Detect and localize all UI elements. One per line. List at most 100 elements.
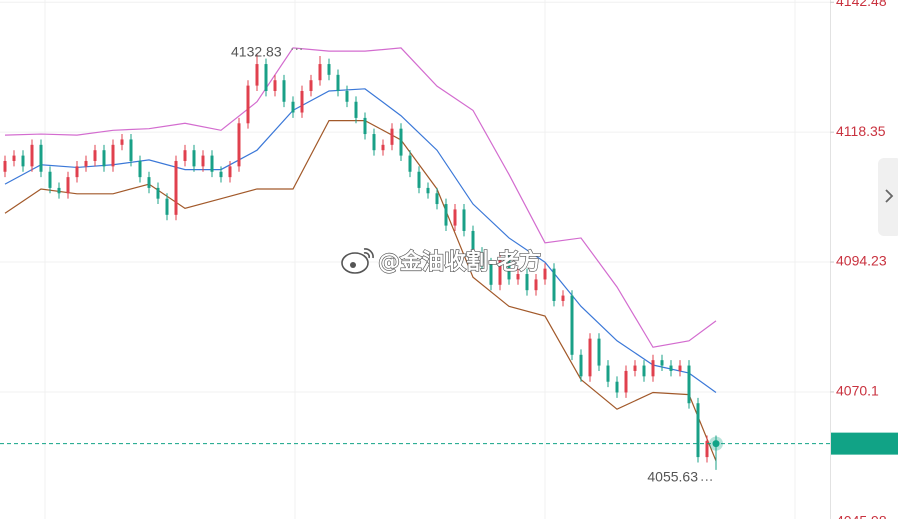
- candle-body: [129, 139, 133, 161]
- candle-body: [705, 440, 709, 458]
- candle-body: [48, 171, 52, 188]
- candle-body: [399, 128, 403, 156]
- candle-body: [678, 365, 682, 371]
- candle-body: [75, 166, 79, 178]
- candle-body: [66, 177, 70, 194]
- candle-body: [669, 365, 673, 371]
- low-label: 4055.63: [647, 469, 698, 485]
- candle-body: [390, 128, 394, 145]
- high-label: 4132.83: [231, 44, 282, 60]
- candle-body: [30, 144, 34, 167]
- candle-body: [309, 80, 313, 91]
- candle-body: [687, 365, 691, 404]
- candle-body: [228, 166, 232, 178]
- collapse-arrow[interactable]: [885, 189, 894, 203]
- candle-body: [543, 268, 547, 280]
- y-tick-label: 4118.35: [836, 123, 886, 139]
- candle-body: [201, 155, 205, 167]
- candle-body: [21, 155, 25, 167]
- candle-body: [381, 144, 385, 151]
- candle-body: [498, 257, 502, 285]
- weibo-logo: [350, 262, 356, 268]
- candle-body: [579, 354, 583, 377]
- candle-body: [345, 90, 349, 102]
- candle-body: [606, 365, 610, 382]
- candle-body: [282, 80, 286, 102]
- high-dots: ···: [290, 42, 303, 58]
- candle-body: [192, 150, 196, 167]
- collapse-tab-bg[interactable]: [878, 158, 898, 236]
- candle-body: [147, 177, 151, 188]
- candle-body: [93, 150, 97, 161]
- candle-body: [561, 295, 565, 301]
- candle-body: [327, 64, 331, 75]
- candle-body: [534, 279, 538, 291]
- candle-body: [408, 155, 412, 172]
- y-tick-label: 4142.48: [836, 0, 887, 9]
- candle-body: [183, 150, 187, 161]
- candle-body: [273, 80, 277, 91]
- collapse-tab[interactable]: [878, 158, 898, 236]
- candle-body: [372, 134, 376, 151]
- watermark: @金油收割-老方: [341, 248, 542, 276]
- candle-body: [102, 150, 106, 167]
- band-lower: [4, 119, 717, 462]
- candle-body: [696, 403, 700, 458]
- candle-body: [138, 160, 142, 178]
- candle-body: [597, 338, 601, 366]
- weibo-logo: [363, 248, 374, 259]
- last-price-dot: [712, 440, 720, 448]
- band-upper: [4, 47, 717, 348]
- candle-body: [237, 123, 241, 167]
- y-tick-label: 4070.1: [836, 383, 879, 399]
- candle-body: [174, 160, 178, 215]
- candle-body: [120, 139, 124, 145]
- low-dots: ···: [700, 473, 713, 489]
- candle-body: [435, 193, 439, 205]
- candle-body: [417, 171, 421, 188]
- candle-body: [516, 274, 520, 280]
- candle-body: [300, 90, 304, 113]
- candle-body: [588, 338, 592, 377]
- candle-body: [336, 74, 340, 91]
- candle-body: [471, 230, 475, 253]
- candle-body: [525, 274, 529, 291]
- candle-body: [318, 64, 322, 81]
- band-middle: [4, 88, 717, 393]
- candle-body: [246, 85, 250, 124]
- candle-body: [165, 198, 169, 215]
- candle-body: [12, 155, 16, 161]
- y-tick-label: 4045.98: [836, 513, 887, 519]
- candle-body: [219, 171, 223, 178]
- candle-body: [462, 209, 466, 231]
- candle-body: [426, 187, 430, 194]
- candle-body: [57, 187, 61, 194]
- candle-body: [489, 263, 493, 285]
- candle-body: [264, 64, 268, 91]
- candle-body: [363, 117, 367, 135]
- candle-body: [453, 209, 457, 226]
- candle-body: [552, 268, 556, 301]
- candle-body: [354, 101, 358, 118]
- candle-body: [633, 365, 637, 371]
- y-tick-label: 4094.23: [836, 253, 887, 269]
- candle-body: [624, 370, 628, 393]
- plot: 4132.83 ···4055.63 ···: [0, 1, 834, 489]
- candle-body: [444, 204, 448, 226]
- candle-body: [210, 155, 214, 172]
- candle-body: [660, 360, 664, 366]
- watermark-text: @金油收割-老方: [378, 249, 541, 275]
- candle-body: [3, 160, 7, 172]
- candle-body: [255, 64, 259, 86]
- candle-body: [615, 381, 619, 393]
- candle-body: [39, 144, 43, 172]
- candle-body: [111, 144, 115, 167]
- candle-body: [480, 252, 484, 264]
- candle-body: [156, 187, 160, 199]
- candle-body: [84, 160, 88, 167]
- candle-body: [642, 365, 646, 377]
- candle-body: [507, 257, 511, 280]
- vertical-grid: [44, 0, 796, 519]
- candle-body: [651, 360, 655, 377]
- candle-body: [570, 295, 574, 355]
